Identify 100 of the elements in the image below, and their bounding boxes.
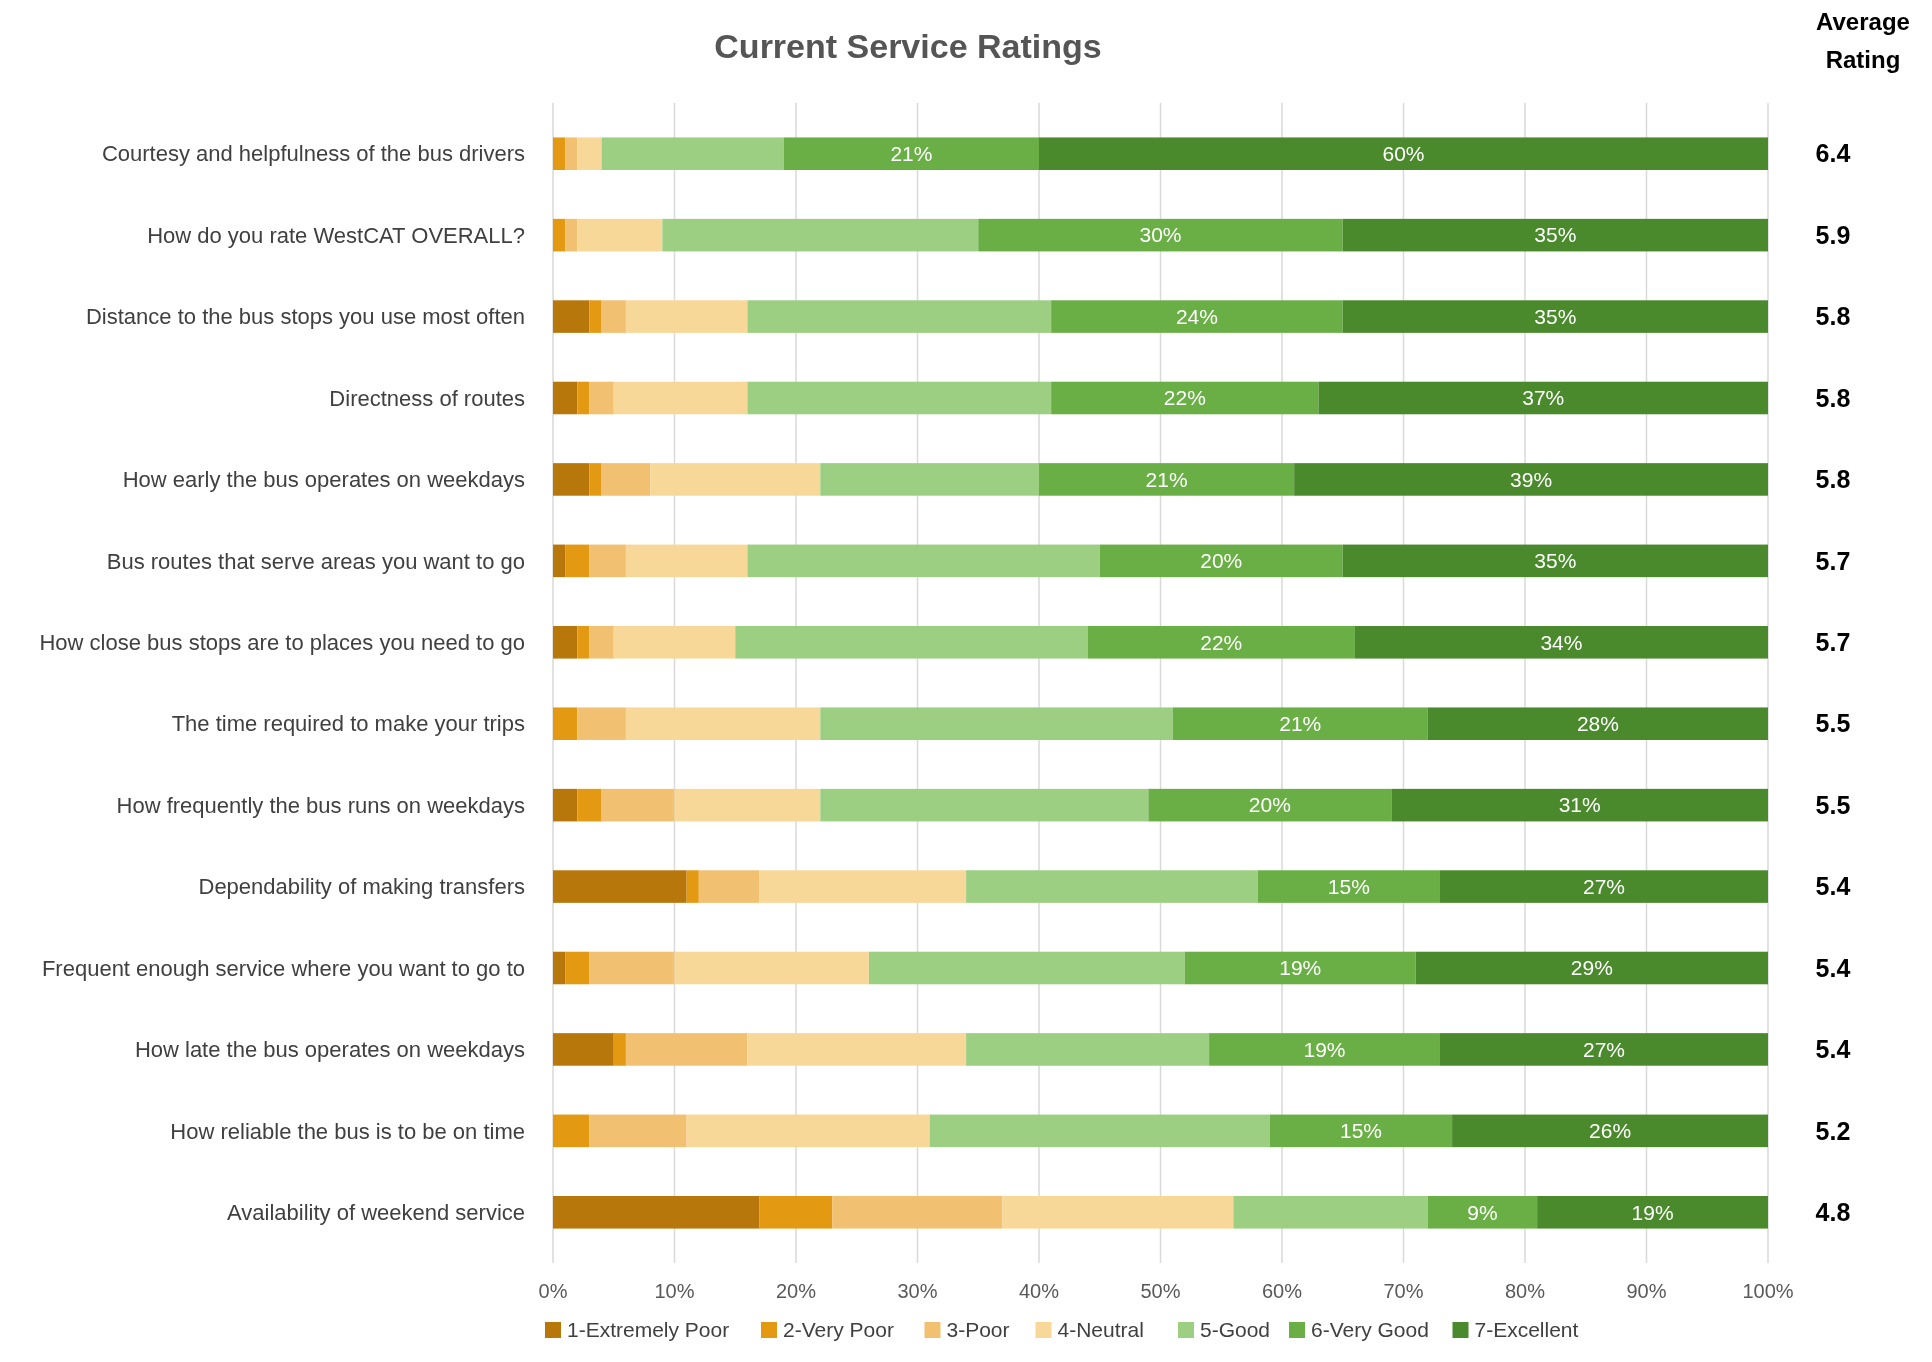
- legend-label: 6-Very Good: [1311, 1318, 1429, 1341]
- bar: [698, 870, 760, 903]
- text: 5.7: [1815, 546, 1851, 575]
- bar: [747, 1033, 967, 1066]
- bar: [553, 137, 566, 170]
- data-label: 35%: [1534, 549, 1577, 573]
- text: 6.4: [1815, 139, 1851, 168]
- bar: [601, 137, 784, 170]
- bar: [565, 137, 578, 170]
- x-tick-label: 70%: [1383, 1280, 1424, 1302]
- y-tick-label: How late the bus operates on weekdays: [134, 1037, 525, 1063]
- bar: [613, 381, 748, 415]
- x-tick-label: 90%: [1626, 1280, 1667, 1302]
- legend-label: 5-Good: [1200, 1318, 1271, 1341]
- x-tick-label: 0%: [538, 1280, 568, 1302]
- bar: [832, 1196, 1003, 1229]
- bar: [589, 544, 626, 578]
- bar: [747, 544, 1100, 578]
- bar: [929, 1114, 1270, 1148]
- data-label: 20%: [1248, 793, 1291, 817]
- bar: [1233, 1196, 1428, 1229]
- bar: [577, 707, 626, 740]
- data-label: 15%: [1327, 874, 1370, 898]
- data-label: 22%: [1200, 630, 1243, 654]
- legend-label: 2-Very Poor: [783, 1318, 894, 1341]
- text: 5.5: [1815, 790, 1851, 819]
- bar: [553, 1196, 760, 1229]
- chart-title: Current Service Ratings: [714, 27, 1102, 65]
- bar: [686, 1114, 930, 1148]
- bar: [601, 788, 675, 822]
- bar: [1537, 1196, 1768, 1229]
- y-tick-label: How frequently the bus runs on weekdays: [116, 792, 525, 818]
- bar: [565, 951, 590, 985]
- bar: [966, 1033, 1210, 1066]
- x-tick-label: 100%: [1742, 1280, 1794, 1302]
- bar: [1415, 951, 1768, 985]
- bar: [589, 951, 675, 985]
- bar: [1439, 1033, 1768, 1066]
- bar: [1294, 463, 1768, 496]
- legend-label: 3-Poor: [946, 1318, 1010, 1341]
- bar: [1099, 544, 1343, 578]
- y-tick-label: Frequent enough service where you want to go to: [41, 955, 525, 981]
- bar: [1087, 626, 1355, 659]
- legend-label: 1-Extremely Poor: [567, 1318, 730, 1341]
- data-label: 27%: [1582, 874, 1625, 898]
- bar: [650, 463, 821, 496]
- bar: [820, 707, 1173, 740]
- bar: [662, 218, 979, 252]
- text: 5.9: [1815, 220, 1851, 249]
- bar: [577, 626, 590, 659]
- bar: [553, 300, 590, 333]
- bar: [1148, 788, 1392, 822]
- bar: [1452, 1114, 1768, 1148]
- bar: [553, 1114, 590, 1148]
- bar: [1342, 218, 1768, 252]
- bar: [1354, 626, 1768, 659]
- data-label: 27%: [1582, 1037, 1625, 1061]
- bar: [674, 788, 821, 822]
- data-label: 19%: [1631, 1200, 1674, 1224]
- y-tick-label: Bus routes that serve areas you want to go: [106, 548, 525, 574]
- y-tick-label: The time required to make your trips: [171, 711, 525, 737]
- text: 5.4: [1815, 872, 1851, 901]
- bar: [589, 381, 614, 415]
- bar: [747, 381, 1052, 415]
- bar: [1318, 381, 1768, 415]
- bar: [613, 626, 736, 659]
- x-tick-label: 60%: [1261, 1280, 1303, 1302]
- bar: [601, 463, 651, 496]
- bar: [553, 951, 566, 985]
- data-label: 21%: [890, 142, 933, 166]
- bar: [735, 626, 1088, 659]
- bar: [1184, 951, 1416, 985]
- bar: [577, 218, 663, 252]
- bar: [1439, 870, 1768, 903]
- data-label: 30%: [1139, 223, 1182, 247]
- bar: [553, 463, 590, 496]
- bar: [1427, 707, 1768, 740]
- bar: [674, 951, 869, 985]
- bar: [1051, 381, 1319, 415]
- data-label: 31%: [1558, 793, 1601, 817]
- bar: [1427, 1196, 1538, 1229]
- data-label: 24%: [1175, 304, 1218, 328]
- bar: [601, 300, 626, 333]
- bar: [1051, 300, 1343, 333]
- bar: [1209, 1033, 1440, 1066]
- bar: [783, 137, 1039, 170]
- data-label: 39%: [1510, 467, 1553, 491]
- bar: [1002, 1196, 1234, 1229]
- y-tick-label: Directness of routes: [329, 385, 525, 411]
- data-label: 60%: [1382, 142, 1425, 166]
- bar: [553, 218, 566, 252]
- bar: [553, 788, 578, 822]
- bar: [553, 544, 566, 578]
- text: 4.8: [1815, 1198, 1851, 1227]
- bar: [577, 381, 590, 415]
- bar: [589, 463, 602, 496]
- text: 5.8: [1815, 465, 1851, 494]
- x-tick-label: 50%: [1140, 1280, 1181, 1302]
- data-label: 22%: [1163, 386, 1206, 410]
- bar: [589, 300, 602, 333]
